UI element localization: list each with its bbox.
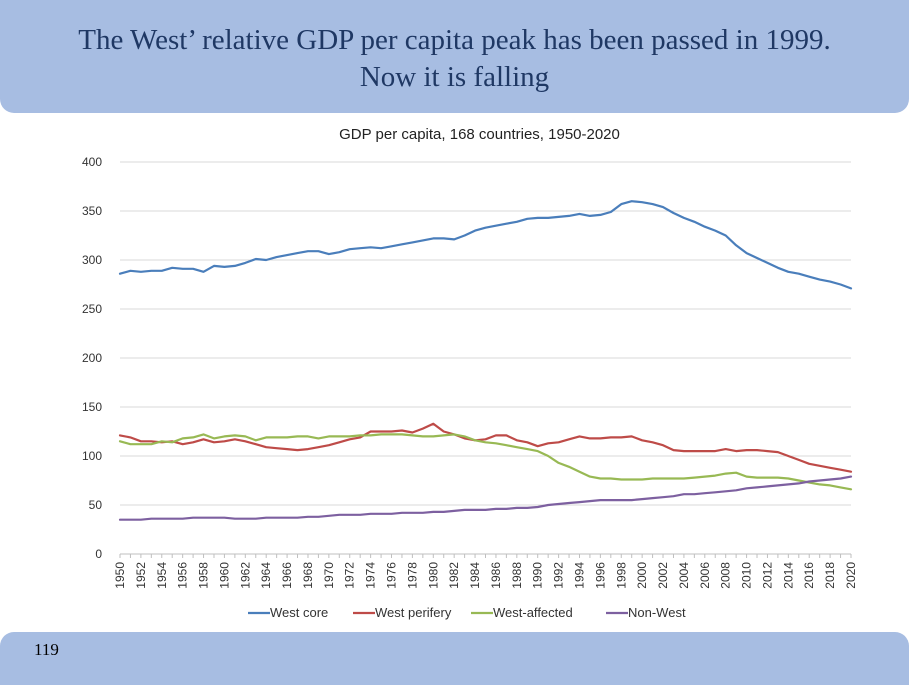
x-tick-label: 1992 [552,562,566,589]
legend-label-west-affected: West-affected [493,605,573,620]
x-tick-label: 2006 [698,562,712,589]
series-line-west-core [118,200,853,290]
x-tick-label: 1984 [468,562,482,589]
x-tick-label: 1982 [447,562,461,589]
y-tick-label: 350 [82,204,102,218]
y-tick-label: 300 [82,253,102,267]
x-tick-label: 1954 [155,562,169,589]
gdp-line-chart: GDP per capita, 168 countries, 1950-2020… [82,126,858,620]
x-tick-label: 1998 [614,562,628,589]
chart-title: GDP per capita, 168 countries, 1950-2020 [339,126,620,143]
x-tick-label: 2016 [802,562,816,589]
x-tick-label: 1980 [426,562,440,589]
y-tick-label: 200 [82,351,102,365]
legend-label-west-perifery: West perifery [375,605,452,620]
x-tick-label: 1960 [217,562,231,589]
x-tick-label: 1968 [301,562,315,589]
x-tick-label: 1986 [489,562,503,589]
slide-title: The West’ relative GDP per capita peak h… [0,22,909,96]
x-tick-label: 1974 [364,562,378,589]
x-tick-label: 1972 [343,562,357,589]
x-tick-label: 1952 [134,562,148,589]
x-tick-label: 1966 [280,562,294,589]
x-tick-label: 2002 [656,562,670,589]
x-tick-label: 2018 [823,562,837,589]
y-tick-label: 250 [82,302,102,316]
y-tick-label: 150 [82,400,102,414]
slide-header [0,0,909,113]
y-tick-label: 400 [82,155,102,169]
x-tick-label: 1976 [385,562,399,589]
slide-title-line-1: The West’ relative GDP per capita peak h… [78,24,831,56]
x-tick-label: 1996 [593,562,607,589]
chart-area: GDP per capita, 168 countries, 1950-2020… [68,117,864,632]
x-tick-label: 2000 [635,562,649,589]
x-tick-label: 2012 [760,562,774,589]
x-tick-label: 1962 [238,562,252,589]
slide-footer [0,632,909,685]
x-tick-label: 2010 [740,562,754,589]
x-tick-label: 1970 [322,562,336,589]
y-tick-label: 0 [95,547,102,561]
x-tick-label: 2004 [677,562,691,589]
x-tick-label: 1990 [531,562,545,589]
x-tick-label: 1964 [259,562,273,589]
y-tick-label: 100 [82,449,102,463]
series-line-non-west [118,475,853,521]
x-tick-label: 1958 [197,562,211,589]
series-line-west-perifery [118,422,853,473]
slide-title-line-2: Now it is falling [359,61,550,93]
x-tick-label: 1988 [510,562,524,589]
x-tick-label: 1978 [405,562,419,589]
page-number: 119 [34,640,59,659]
legend-label-non-west: Non-West [628,605,686,620]
x-tick-label: 1994 [572,562,586,589]
x-tick-label: 2020 [844,562,858,589]
x-tick-label: 2014 [781,562,795,589]
x-tick-label: 2008 [719,562,733,589]
x-tick-label: 1956 [176,562,190,589]
x-tick-label: 1950 [113,562,127,589]
y-tick-label: 50 [89,498,103,512]
legend-label-west-core: West core [270,605,328,620]
series-line-west-affected [118,433,853,491]
